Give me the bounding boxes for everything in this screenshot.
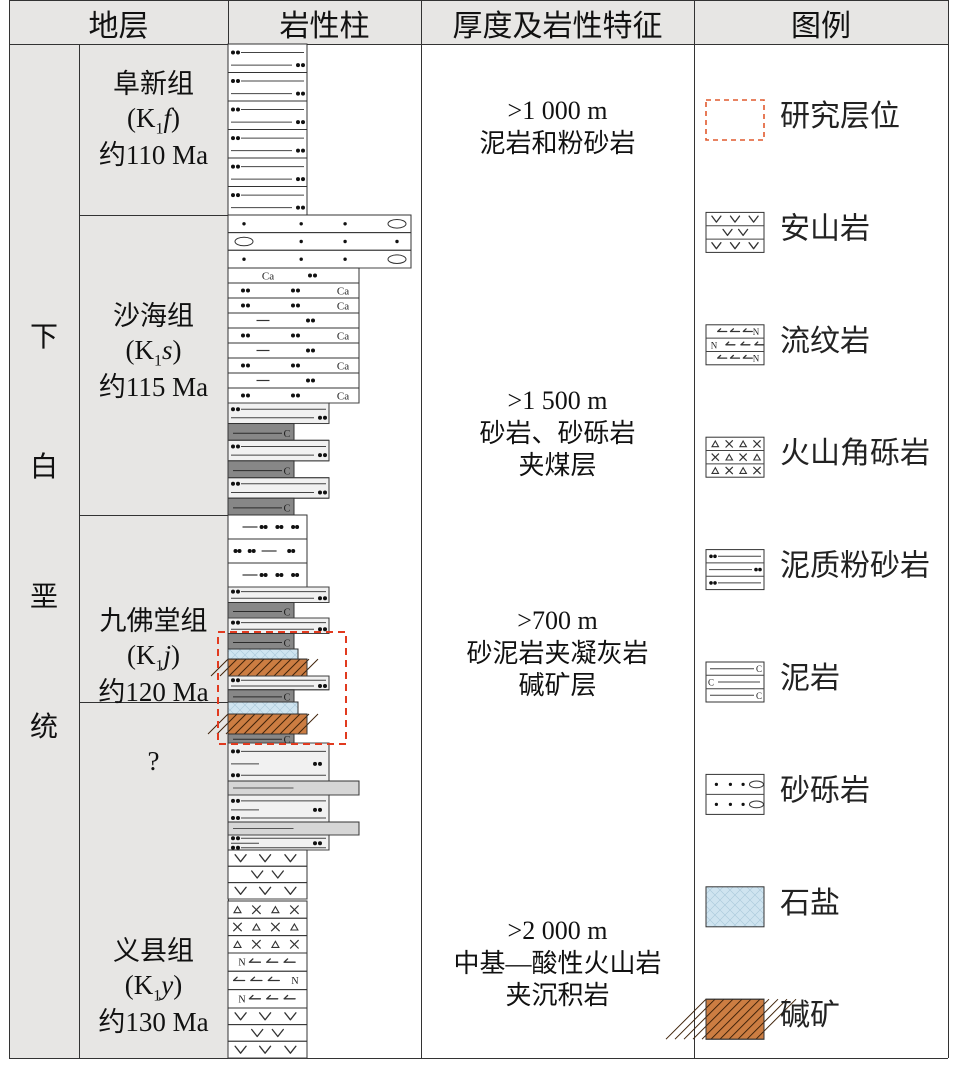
svg-text:N: N <box>711 340 718 350</box>
svg-text:火山角砾岩: 火山角砾岩 <box>780 437 930 470</box>
svg-text:C: C <box>756 691 762 701</box>
svg-text:泥质粉砂岩: 泥质粉砂岩 <box>780 550 930 583</box>
svg-text:C: C <box>756 664 762 674</box>
svg-text:砂砾岩: 砂砾岩 <box>780 774 870 807</box>
svg-text:石盐: 石盐 <box>780 887 840 920</box>
svg-text:泥岩: 泥岩 <box>780 662 840 695</box>
svg-text:C: C <box>708 678 714 688</box>
svg-text:N: N <box>753 354 760 364</box>
svg-text:N: N <box>753 327 760 337</box>
svg-text:碱矿: 碱矿 <box>780 999 840 1032</box>
svg-text:流纹岩: 流纹岩 <box>780 325 870 358</box>
svg-text:研究层位: 研究层位 <box>780 100 900 133</box>
svg-text:安山岩: 安山岩 <box>780 212 870 245</box>
